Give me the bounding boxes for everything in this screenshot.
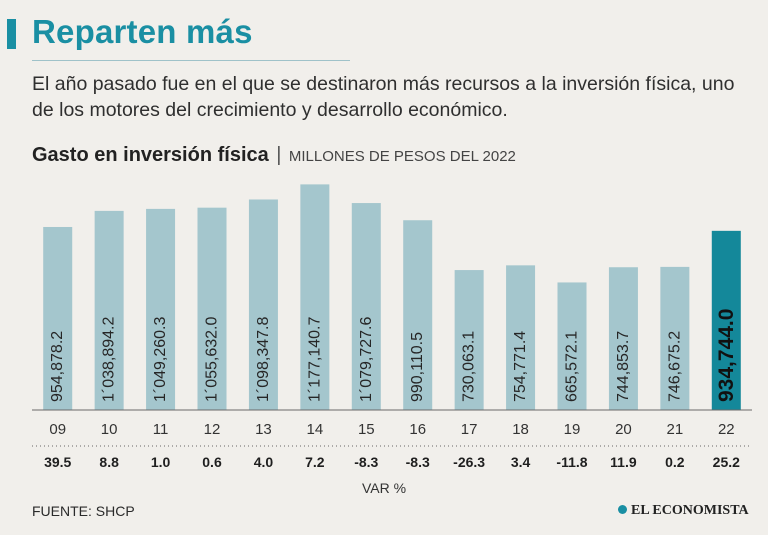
bar-value-label: 954,878.2 <box>49 331 66 402</box>
bar-13 <box>248 199 278 410</box>
bar-value-label: 1´079,727.6 <box>358 316 375 402</box>
var-value: -11.8 <box>556 454 587 470</box>
page-subtitle: El año pasado fue en el que se destinaro… <box>32 73 735 121</box>
bar-value-label: 744,853.7 <box>615 331 632 402</box>
bar-value-label: 730,063.1 <box>461 331 478 402</box>
title-underline <box>32 60 350 61</box>
x-tick-label: 12 <box>204 421 221 438</box>
bar-14 <box>300 184 330 410</box>
bar-21 <box>660 266 690 410</box>
x-tick-label: 15 <box>358 421 375 438</box>
var-value: 1.0 <box>151 454 171 470</box>
bar-value-label: 990,110.5 <box>409 332 426 402</box>
bar-16 <box>403 220 433 410</box>
var-value: 0.2 <box>665 454 685 470</box>
bar-value-label: 746,675.2 <box>666 331 683 402</box>
bar-18 <box>506 265 536 410</box>
bar-value-label: 1´049,260.3 <box>152 316 169 402</box>
bar-17 <box>454 270 484 410</box>
bar-20 <box>608 267 638 410</box>
bar-10 <box>94 210 124 410</box>
title-accent-bar <box>7 19 16 49</box>
page-title: Reparten más <box>32 13 253 50</box>
bar-22 <box>711 230 741 410</box>
bar-19 <box>557 282 587 410</box>
bar-value-label: 934,744.0 <box>715 309 738 402</box>
var-value: -8.3 <box>406 454 430 470</box>
bar-value-label: 1´177,140.7 <box>306 316 323 402</box>
x-tick-labels: 09 10 11 12 13 14 15 16 17 18 19 20 21 22 <box>49 421 734 438</box>
bar-value-label: 1´038,894.2 <box>101 316 118 402</box>
bar-value-label: 1´098,347.8 <box>255 316 272 402</box>
var-value: -8.3 <box>354 454 378 470</box>
var-value: 11.9 <box>610 454 637 470</box>
x-tick-label: 20 <box>615 421 632 438</box>
chart-heading-separator: | <box>276 144 282 166</box>
chart-title: Gasto en inversión física <box>32 144 269 166</box>
var-value: 7.2 <box>305 454 325 470</box>
bar-09 <box>43 226 73 410</box>
globe-icon <box>618 505 627 514</box>
var-axis-title: VAR % <box>362 480 406 496</box>
x-tick-label: 22 <box>718 421 735 438</box>
brand-name: EL ECONOMISTA <box>631 503 749 518</box>
var-row: 39.5 8.8 1.0 0.6 4.0 7.2 -8.3 -8.3 -26.3 3.4 -11.8… <box>44 454 740 470</box>
x-tick-label: 18 <box>512 421 529 438</box>
x-tick-label: 13 <box>255 421 272 438</box>
var-value: 25.2 <box>713 454 740 470</box>
chart-units: MILLONES DE PESOS DEL 2022 <box>288 148 516 165</box>
x-tick-label: 11 <box>153 421 169 438</box>
x-tick-label: 17 <box>461 421 478 438</box>
bar-12 <box>197 207 227 410</box>
var-value: 4.0 <box>254 454 274 470</box>
bar-group: 954,878.2 1´038,894.2 1´049,260.3 1´055,632… <box>43 184 741 410</box>
var-value: 3.4 <box>511 454 531 470</box>
var-value: -26.3 <box>453 454 485 470</box>
brand-logo: EL ECONOMISTA <box>618 503 749 519</box>
var-value: 0.6 <box>202 454 222 470</box>
var-value: 39.5 <box>44 454 71 470</box>
bar-15 <box>351 203 381 410</box>
x-tick-label: 09 <box>49 421 66 438</box>
chart-heading: Gasto en inversión física | MILLONES DE … <box>32 144 516 167</box>
bar-11 <box>146 208 176 410</box>
x-tick-label: 21 <box>667 421 684 438</box>
var-value: 8.8 <box>99 454 119 470</box>
bar-value-label: 1´055,632.0 <box>204 316 221 402</box>
x-tick-label: 19 <box>564 421 581 438</box>
source-note: FUENTE: SHCP <box>32 503 135 519</box>
x-tick-label: 10 <box>101 421 118 438</box>
x-tick-label: 16 <box>409 421 426 438</box>
x-tick-label: 14 <box>307 421 324 438</box>
bar-value-label: 754,771.4 <box>512 331 529 402</box>
bar-value-label: 665,572.1 <box>564 331 581 402</box>
